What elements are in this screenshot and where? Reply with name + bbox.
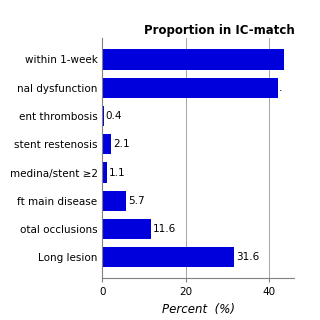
Bar (102, 162, 107, 183)
Text: 11.6: 11.6 (153, 224, 176, 234)
Text: .: . (279, 83, 282, 93)
Bar (102, 77, 278, 98)
Bar (102, 219, 151, 239)
Text: Proportion in IC-match: Proportion in IC-match (144, 24, 294, 37)
Text: 1.1: 1.1 (109, 168, 125, 178)
Bar (102, 106, 104, 126)
Bar (102, 191, 126, 211)
Bar (102, 134, 111, 155)
X-axis label: Percent  (%): Percent (%) (162, 303, 235, 316)
Text: 31.6: 31.6 (236, 252, 259, 262)
Text: 0.4: 0.4 (106, 111, 122, 121)
Bar (102, 247, 234, 268)
Bar (102, 49, 284, 70)
Text: 5.7: 5.7 (128, 196, 145, 206)
Text: 2.1: 2.1 (113, 139, 130, 149)
